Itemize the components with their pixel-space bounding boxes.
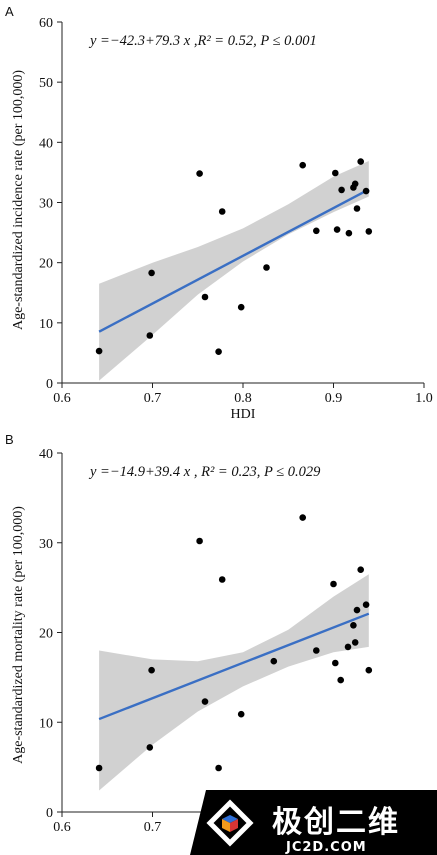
y-tick-label-a: 30 [39, 197, 53, 212]
equation-b: y =−14.9+39.4 x , R² = 0.23, P ≤ 0.029 [88, 464, 321, 480]
data-point-b [350, 622, 357, 629]
data-point-b [337, 676, 345, 684]
x-tick-label-b: 0.7 [144, 820, 162, 835]
equation-a: y =−42.3+79.3 x ,R² = 0.52, P ≤ 0.001 [88, 33, 317, 49]
y-tick-label-b: 40 [39, 447, 53, 462]
data-point-a [148, 269, 155, 277]
ci-band-a [99, 161, 369, 381]
x-tick-label-b: 0.6 [53, 820, 71, 835]
fit-line-b [98, 612, 370, 721]
data-points-b [95, 514, 373, 772]
axes-a: 0 10 20 30 40 50 60 0.6 0.7 0.8 0.9 1.0 [39, 16, 433, 406]
data-point-b [330, 580, 337, 588]
data-point-a [146, 332, 154, 339]
x-tick-label-a: 0.8 [234, 391, 252, 406]
data-point-b [299, 514, 307, 521]
y-tick-label-b: 20 [39, 627, 53, 642]
x-tick-label-a: 0.9 [325, 391, 343, 406]
data-point-b [218, 576, 226, 583]
data-point-b [332, 659, 339, 667]
y-axis-title-a: Age-standardized incidence rate (per 100… [11, 70, 26, 330]
x-tick-label-a: 1.0 [415, 391, 433, 406]
panel-a-letter: A [5, 4, 14, 19]
y-tick-label-b: 0 [46, 806, 53, 821]
data-point-a [215, 348, 222, 356]
data-point-b [344, 643, 352, 651]
x-tick-label-a: 0.6 [53, 391, 71, 406]
data-point-a [332, 169, 339, 177]
data-points-a [95, 158, 373, 356]
data-point-b [215, 764, 222, 772]
data-point-a [338, 186, 345, 194]
data-point-b [146, 744, 154, 751]
panel-b-chart: B 0 10 20 30 40 0.6 0.7 y =−14.9+39.4 x , R² =… [5, 432, 424, 835]
data-point-a [362, 187, 370, 195]
data-point-a [357, 158, 365, 165]
fit-line-a [98, 188, 370, 333]
data-point-b [201, 698, 209, 705]
data-point-b [365, 666, 373, 674]
y-axis-title-b: Age-standardized mortality rate (per 100… [11, 506, 26, 764]
data-point-b [95, 764, 103, 772]
cube-logo-icon [206, 799, 254, 847]
x-tick-label-a: 0.7 [144, 391, 162, 406]
data-point-b [353, 606, 361, 614]
y-tick-label-a: 40 [39, 136, 53, 151]
data-point-a [313, 227, 320, 235]
regression-line-b [98, 612, 370, 721]
watermark-background [190, 790, 437, 855]
data-point-b [270, 657, 278, 665]
data-point-a [196, 170, 203, 177]
data-point-a [201, 293, 209, 301]
regression-line-a [98, 188, 370, 333]
y-tick-label-b: 10 [39, 716, 53, 731]
data-point-b [148, 666, 155, 674]
data-point-a [345, 229, 353, 237]
watermark-title: 极创二维 [272, 805, 400, 840]
confidence-band-b [99, 574, 369, 791]
data-point-a [333, 226, 341, 233]
data-point-b [313, 647, 320, 654]
y-tick-label-a: 60 [39, 16, 53, 31]
ci-band-b [99, 574, 369, 791]
panel-b-letter: B [5, 432, 14, 447]
data-point-a [218, 208, 226, 215]
panel-a-chart: A 0 10 20 30 40 50 60 0.6 0.7 0.8 0.9 1.0 y =−42.3+… [5, 4, 433, 422]
y-tick-label-a: 50 [39, 76, 53, 91]
data-point-b [196, 537, 203, 545]
data-point-a [299, 161, 307, 169]
y-tick-label-a: 0 [46, 377, 53, 392]
confidence-band-a [99, 161, 369, 381]
watermark-url: JC2D.COM [285, 840, 367, 855]
y-tick-label-b: 30 [39, 537, 53, 552]
data-point-a [263, 264, 270, 271]
data-point-a [351, 180, 359, 188]
data-point-b [237, 710, 245, 718]
data-point-b [357, 566, 365, 573]
data-point-a [95, 347, 103, 355]
y-tick-label-a: 10 [39, 317, 53, 332]
x-axis-title-a: HDI [231, 407, 256, 422]
data-point-a [365, 228, 373, 235]
data-point-b [362, 601, 370, 608]
y-tick-label-a: 20 [39, 257, 53, 272]
data-point-a [353, 205, 361, 212]
data-point-a [237, 303, 245, 311]
watermark-logo: 极创二维 JC2D.COM [190, 790, 437, 855]
data-point-b [351, 639, 359, 646]
